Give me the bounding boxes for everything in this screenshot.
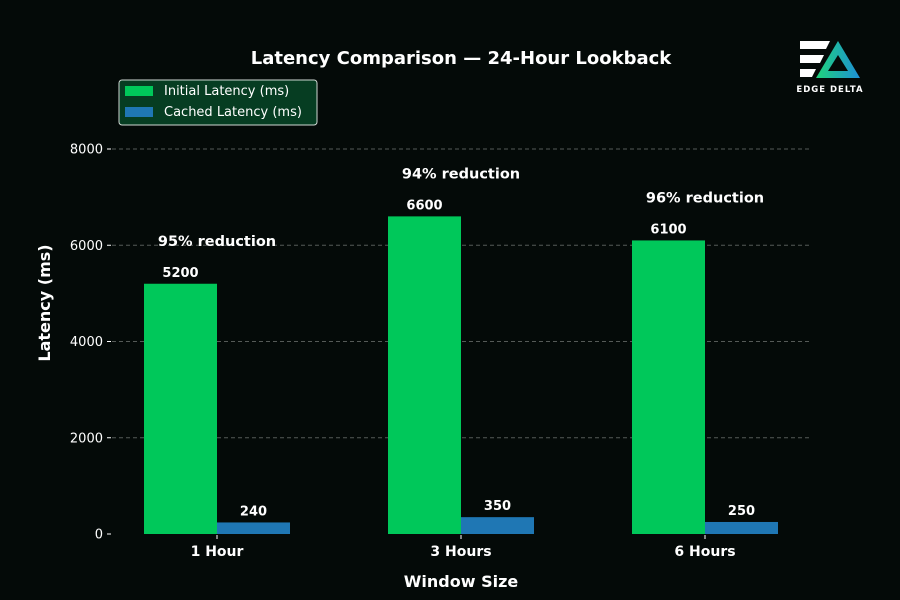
bar-initial bbox=[632, 240, 705, 534]
y-tick-label: 6000 bbox=[70, 239, 103, 254]
x-tick-label: 1 Hour bbox=[191, 544, 244, 560]
legend-label-cached: Cached Latency (ms) bbox=[164, 105, 302, 120]
legend-swatch-cached bbox=[125, 107, 153, 117]
data-label: 350 bbox=[484, 499, 511, 514]
data-label: 250 bbox=[728, 504, 755, 519]
bar-initial bbox=[388, 216, 461, 534]
bar-cached bbox=[461, 517, 534, 534]
reduction-annotation: 95% reduction bbox=[158, 234, 276, 250]
y-tick-label: 2000 bbox=[70, 431, 103, 446]
data-label: 6100 bbox=[650, 222, 686, 237]
y-axis-label: Latency (ms) bbox=[35, 244, 54, 361]
legend: Initial Latency (ms) Cached Latency (ms) bbox=[118, 79, 318, 126]
data-label: 6600 bbox=[406, 198, 442, 213]
bar-initial bbox=[144, 283, 217, 534]
y-tick-label: 4000 bbox=[70, 335, 103, 350]
bar-cached bbox=[705, 521, 778, 534]
data-label: 5200 bbox=[162, 266, 198, 281]
y-ticks: 0 2000 4000 6000 8000 bbox=[70, 143, 111, 543]
data-label: 240 bbox=[240, 504, 267, 519]
legend-box bbox=[118, 79, 318, 126]
logo-text: EDGE DELTA bbox=[796, 85, 863, 95]
reduction-annotation: 96% reduction bbox=[646, 190, 764, 206]
bar-cached bbox=[217, 522, 290, 534]
x-tick-label: 3 Hours bbox=[430, 544, 491, 560]
legend-label-initial: Initial Latency (ms) bbox=[164, 84, 289, 99]
legend-swatch-initial bbox=[125, 86, 153, 96]
bars bbox=[144, 216, 778, 534]
y-tick-label: 0 bbox=[95, 528, 103, 543]
y-tick-label: 8000 bbox=[70, 143, 103, 158]
x-tick-label: 6 Hours bbox=[674, 544, 735, 560]
x-ticks: 1 Hour 3 Hours 6 Hours bbox=[191, 535, 736, 560]
x-axis-label: Window Size bbox=[404, 572, 519, 591]
data-labels: 5200 6600 6100 240 350 250 bbox=[162, 198, 755, 519]
edge-delta-logo: EDGE DELTA bbox=[796, 41, 863, 95]
reduction-annotation: 94% reduction bbox=[402, 166, 520, 182]
chart-title: Latency Comparison — 24-Hour Lookback bbox=[251, 48, 673, 69]
annotations: 95% reduction 94% reduction 96% reduction bbox=[158, 166, 764, 249]
edge-delta-logo-icon bbox=[800, 41, 860, 78]
